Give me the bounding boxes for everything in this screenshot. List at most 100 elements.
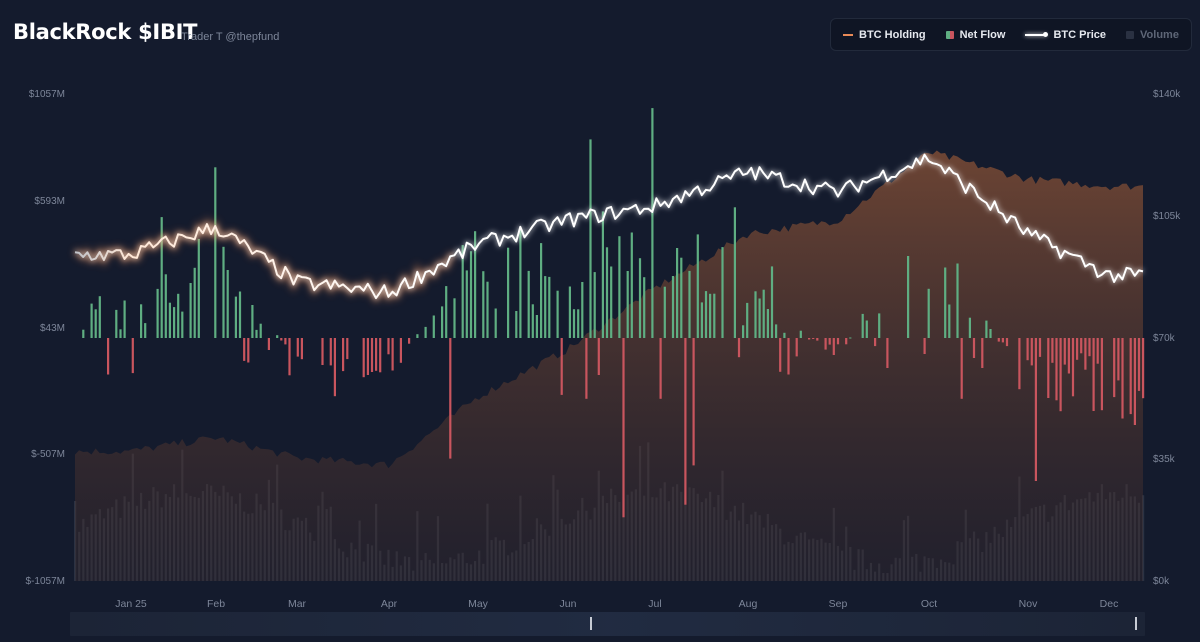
right-tick-label: $0k [1153,576,1170,587]
legend-item-volume[interactable]: Volume [1126,29,1179,41]
inflow-bar [144,323,147,338]
outflow-bar [816,338,819,341]
outflow-bar [284,338,287,345]
inflow-bar [486,281,489,338]
outflow-bar [366,338,369,375]
inflow-bar [663,286,666,338]
inflow-bar [783,332,786,338]
inflow-bar [238,291,242,338]
inflow-bar [589,139,592,338]
inflow-bar [173,307,176,338]
outflow-bar [1121,338,1124,419]
inflow-bar [758,298,761,338]
outflow-bar [795,338,798,357]
outflow-bar [1038,338,1042,357]
outflow-bar [1100,338,1103,411]
outflow-bar [622,338,625,518]
outflow-bar [288,338,291,376]
inflow-bar [878,313,881,338]
outflow-bar [1005,338,1009,347]
outflow-bar [779,338,782,372]
inflow-bar [989,329,992,338]
left-tick-label: $593M [34,196,65,207]
outflow-bar [808,338,811,340]
inflow-bar [968,317,971,338]
inflow-bar [432,315,435,338]
inflow-bar [680,257,683,338]
outflow-bar [597,338,600,375]
inflow-bar [861,313,864,338]
inflow-bar [671,276,675,338]
inflow-bar [441,306,444,338]
outflow-bar [342,338,345,372]
inflow-bar [507,247,510,338]
outflow-bar [296,338,299,357]
inflow-bar [799,330,802,338]
inflow-bar [733,207,736,338]
outflow-bar [845,338,848,345]
inflow-bar [704,291,708,338]
outflow-bar [346,338,349,360]
inflow-bar [775,324,778,338]
inflow-bar [531,304,534,338]
inflow-bar [721,247,724,338]
outflow-bar [874,338,877,347]
left-tick-label: $-1057M [25,576,65,587]
outflow-bar [1026,338,1029,361]
inflow-bar [465,270,468,338]
inflow-bar [865,320,868,338]
outflow-bar [832,338,835,355]
inflow-bar [577,309,580,338]
inflow-bar [255,329,258,338]
inflow-bar [222,246,225,338]
inflow-bar [193,267,196,338]
range-navigator[interactable] [70,612,1145,636]
inflow-bar [164,274,167,338]
navigator-left-handle[interactable] [590,617,592,630]
outflow-bar [1059,338,1062,412]
x-tick-label: Sep [828,598,848,610]
right-tick-label: $35k [1153,454,1175,465]
inflow-bar [593,272,596,338]
outflow-bar [247,338,250,363]
x-tick-label: Nov [1018,598,1038,610]
outflow-bar [960,338,963,399]
inflow-bar [762,289,765,338]
bar-swatch-icon [945,30,954,39]
inflow-bar [944,267,947,338]
outflow-bar [1129,338,1132,415]
btc-price-glow [74,216,456,304]
inflow-bar [688,270,691,338]
outflow-bar [1088,338,1091,357]
navigator-right-handle[interactable] [1135,617,1137,630]
legend-item-btc-price[interactable]: BTC Price [1025,29,1106,41]
inflow-bar [474,231,477,338]
outflow-bar [1096,338,1099,364]
inflow-bar [98,296,101,338]
legend-item-net-flow[interactable]: Net Flow [945,29,1005,41]
inflow-bar [156,288,159,338]
legend-label: BTC Price [1053,28,1107,41]
inflow-bar [181,311,184,338]
outflow-bar [449,338,452,459]
outflow-bar [923,338,926,354]
inflow-bar [416,334,419,338]
outflow-bar [399,338,402,363]
x-tick-label: Aug [738,598,758,610]
outflow-bar [1084,338,1087,370]
outflow-bar [333,338,336,397]
inflow-bar [700,302,703,338]
inflow-bar [469,251,473,338]
inflow-bar [676,248,679,338]
legend-item-btc-holding[interactable]: BTC Holding [843,29,926,41]
inflow-bar [189,283,192,338]
right-tick-label: $105k [1153,211,1181,222]
outflow-bar [321,338,324,365]
price-line-swatch-icon [1025,31,1049,37]
outflow-bar [1092,338,1095,411]
outflow-bar [684,338,687,505]
outflow-bar [886,338,889,368]
inflow-bar [494,308,497,338]
outflow-bar [1051,338,1054,363]
